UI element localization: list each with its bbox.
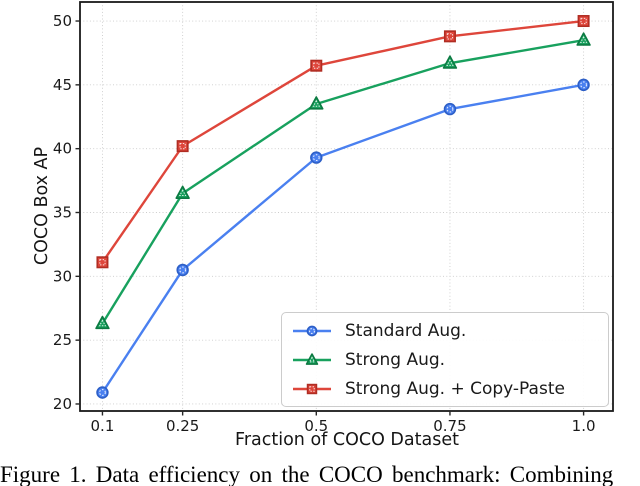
x-tick-label: 0.75 [433, 417, 466, 435]
y-tick-label: 20 [53, 395, 72, 413]
marker-inner-ring [99, 259, 106, 266]
y-tick-label: 40 [53, 140, 72, 158]
data-point-marker [576, 32, 591, 46]
legend-label: Strong Aug. + Copy-Paste [345, 378, 565, 399]
data-point-marker [96, 256, 109, 269]
data-point-marker [305, 352, 319, 365]
data-point-marker [577, 78, 590, 92]
data-point-marker [577, 15, 590, 28]
legend-item-standard-aug: Standard Aug. [292, 316, 608, 345]
y-axis-label: COCO Box AP [32, 146, 52, 266]
marker-inner-ring [99, 389, 106, 396]
y-tick-label: 25 [53, 331, 72, 349]
y-tick-label: 30 [53, 267, 72, 285]
figure-caption: Figure 1. Data efficiency on the COCO be… [0, 462, 614, 486]
marker-inner-ring [579, 36, 588, 43]
legend-marker-circle [293, 325, 331, 336]
tick-labels: 0.1 0.25 0.5 0.75 1.0 20 25 30 35 40 45 50 [53, 12, 596, 435]
series-strong-aug-copy-paste [96, 15, 590, 269]
data-point-marker [310, 59, 323, 72]
y-tick-label: 45 [53, 76, 72, 94]
marker-inner-ring [312, 99, 321, 107]
x-tick-label: 0.5 [304, 417, 328, 435]
data-point-marker [310, 151, 323, 164]
data-point-marker [175, 185, 190, 199]
legend-label: Standard Aug. [345, 320, 467, 341]
series-standard-aug [96, 78, 590, 399]
data-point-marker [443, 102, 457, 116]
x-tick-label: 0.1 [91, 417, 115, 435]
marker-inner-ring [309, 385, 315, 392]
y-tick-label: 50 [53, 12, 72, 30]
marker-inner-ring [446, 105, 454, 113]
data-point-marker [176, 263, 189, 277]
plot-frame [79, 1, 614, 412]
legend-item-strong-aug-copy-paste: Strong Aug. + Copy-Paste [292, 374, 608, 403]
data-point-marker [443, 30, 456, 43]
marker-inner-ring [98, 319, 107, 327]
axis-ticks [75, 20, 585, 416]
marker-inner-ring [308, 327, 316, 334]
marker-inner-ring [179, 266, 187, 274]
series-line [101, 19, 585, 264]
marker-inner-ring [178, 189, 187, 197]
data-point-marker [306, 383, 318, 394]
marker-inner-ring [446, 59, 454, 66]
y-tick-label: 35 [53, 203, 72, 221]
legend-marker-triangle [293, 352, 331, 365]
data-point-marker [96, 386, 109, 399]
legend-marker-square [293, 383, 331, 394]
marker-inner-ring [179, 143, 186, 150]
legend-item-strong-aug: Strong Aug. [292, 345, 608, 374]
chart-legend: Standard Aug. Strong Aug. Strong Aug. + Co… [281, 312, 609, 407]
series-strong-aug [95, 32, 591, 330]
coco-chart-canvas: 0.1 0.25 0.5 0.75 1.0 20 25 30 35 40 45 50 [53, 1, 614, 435]
marker-inner-ring [580, 81, 588, 89]
data-point-marker [306, 325, 318, 336]
x-axis-label: Fraction of COCO Dataset [235, 430, 459, 450]
data-point-marker [176, 140, 189, 153]
x-tick-label: 0.25 [166, 417, 199, 435]
legend-label: Strong Aug. [345, 349, 446, 370]
marker-inner-ring [312, 154, 320, 162]
x-tick-label: 1.0 [572, 417, 596, 435]
